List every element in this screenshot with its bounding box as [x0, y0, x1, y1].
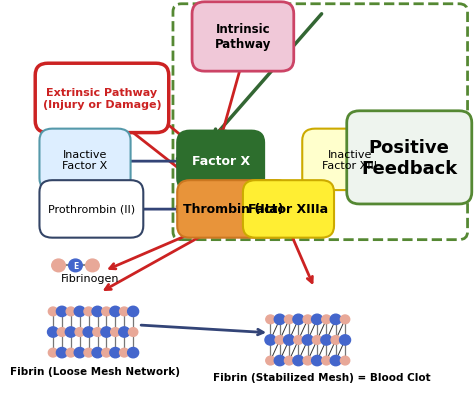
Text: Inactive
Factor XIII: Inactive Factor XIII — [322, 149, 377, 171]
FancyBboxPatch shape — [39, 181, 143, 238]
Text: Extrinsic Pathway
(Injury or Damage): Extrinsic Pathway (Injury or Damage) — [43, 88, 161, 109]
Circle shape — [274, 356, 285, 366]
Circle shape — [56, 348, 67, 358]
Circle shape — [57, 328, 66, 336]
Circle shape — [266, 356, 275, 365]
Circle shape — [340, 356, 350, 365]
Circle shape — [48, 348, 58, 357]
Circle shape — [128, 328, 138, 336]
Text: Factor X: Factor X — [191, 154, 250, 168]
Circle shape — [74, 306, 85, 317]
Text: Thrombin (IIa): Thrombin (IIa) — [183, 203, 283, 216]
Circle shape — [84, 348, 93, 357]
Circle shape — [274, 314, 285, 325]
Circle shape — [52, 259, 65, 272]
Circle shape — [311, 314, 323, 325]
FancyBboxPatch shape — [347, 111, 472, 205]
FancyBboxPatch shape — [243, 181, 334, 238]
Text: Factor XIIIa: Factor XIIIa — [248, 203, 328, 216]
Circle shape — [284, 315, 294, 324]
Circle shape — [92, 306, 103, 317]
Circle shape — [294, 336, 303, 344]
Circle shape — [118, 327, 130, 337]
Circle shape — [293, 314, 304, 325]
Circle shape — [66, 348, 75, 357]
Circle shape — [303, 356, 312, 365]
FancyBboxPatch shape — [35, 64, 169, 133]
Circle shape — [69, 259, 82, 272]
Text: Prothrombin (II): Prothrombin (II) — [48, 205, 135, 215]
Circle shape — [284, 356, 294, 365]
FancyBboxPatch shape — [192, 3, 294, 72]
Circle shape — [56, 306, 67, 317]
FancyBboxPatch shape — [177, 181, 290, 238]
Circle shape — [265, 335, 276, 345]
Circle shape — [47, 327, 58, 337]
Circle shape — [293, 356, 304, 366]
Text: Fibrin (Loose Mesh Network): Fibrin (Loose Mesh Network) — [9, 367, 180, 377]
Circle shape — [84, 307, 93, 316]
Circle shape — [311, 356, 323, 366]
Circle shape — [74, 348, 85, 358]
Circle shape — [102, 348, 111, 357]
Circle shape — [110, 348, 121, 358]
FancyBboxPatch shape — [302, 129, 398, 190]
Circle shape — [93, 328, 102, 336]
Circle shape — [48, 307, 58, 316]
Circle shape — [83, 327, 94, 337]
Circle shape — [119, 348, 129, 357]
Circle shape — [275, 336, 284, 344]
Circle shape — [128, 306, 138, 317]
Circle shape — [65, 327, 76, 337]
Text: E: E — [73, 261, 78, 270]
Text: Intrinsic
Pathway: Intrinsic Pathway — [215, 23, 271, 51]
Circle shape — [303, 315, 312, 324]
Circle shape — [102, 307, 111, 316]
Circle shape — [330, 356, 341, 366]
FancyBboxPatch shape — [177, 131, 264, 190]
Text: Inactive
Factor X: Inactive Factor X — [63, 149, 108, 171]
Circle shape — [110, 328, 120, 336]
Circle shape — [322, 315, 331, 324]
Text: Positive
Feedback: Positive Feedback — [361, 139, 457, 177]
Circle shape — [266, 315, 275, 324]
Circle shape — [110, 306, 121, 317]
FancyBboxPatch shape — [39, 129, 130, 190]
Circle shape — [322, 356, 331, 365]
Circle shape — [101, 327, 112, 337]
Circle shape — [128, 348, 138, 358]
Circle shape — [119, 307, 129, 316]
Text: Fibrin (Stabilized Mesh) = Blood Clot: Fibrin (Stabilized Mesh) = Blood Clot — [212, 373, 430, 383]
Circle shape — [86, 259, 99, 272]
Circle shape — [340, 315, 350, 324]
Circle shape — [312, 336, 322, 344]
Circle shape — [283, 335, 295, 345]
Circle shape — [330, 314, 341, 325]
Circle shape — [66, 307, 75, 316]
Circle shape — [302, 335, 313, 345]
Circle shape — [75, 328, 84, 336]
Circle shape — [321, 335, 332, 345]
Text: Fibrinogen: Fibrinogen — [61, 273, 119, 284]
Circle shape — [92, 348, 103, 358]
Circle shape — [331, 336, 340, 344]
Circle shape — [339, 335, 351, 345]
